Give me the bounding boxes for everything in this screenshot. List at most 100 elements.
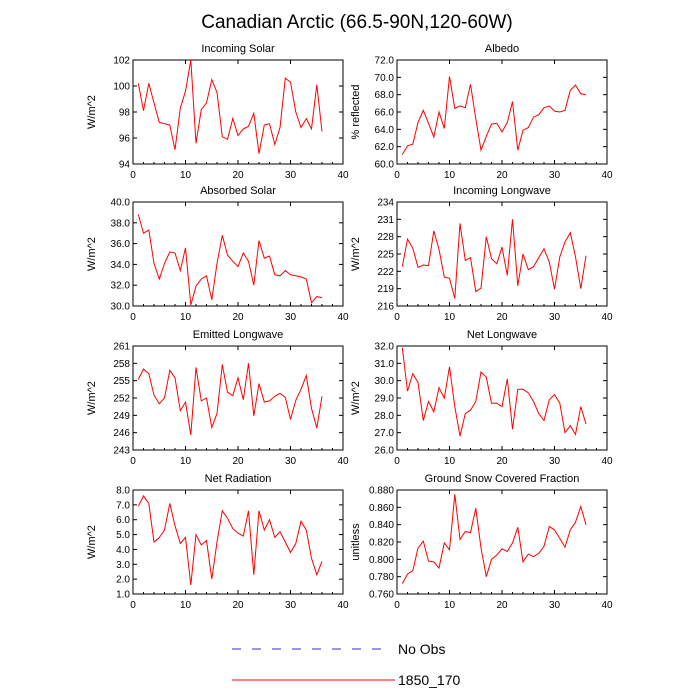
y-axis-label: W/m^2 — [86, 237, 98, 271]
y-tick-label: 216 — [377, 302, 394, 313]
y-tick-label: 60.0 — [375, 160, 395, 171]
y-tick-label: 234 — [377, 198, 394, 209]
y-axis-label: % reflected — [350, 84, 362, 139]
y-tick-label: 225 — [377, 250, 394, 261]
x-tick-label: 10 — [180, 456, 192, 467]
y-tick-label: 0.820 — [369, 538, 394, 549]
y-axis-label: W/m^2 — [86, 525, 98, 559]
plot-frame — [132, 59, 344, 165]
chart-panel: Emitted Longwave 0 10 20 30 40 243 246 249 252 255… — [86, 329, 349, 467]
y-tick-label: 36.0 — [111, 239, 131, 250]
x-tick-label: 30 — [549, 312, 561, 323]
y-tick-label: 38.0 — [111, 218, 131, 229]
x-tick-label: 0 — [130, 456, 136, 467]
y-tick-label: 0.860 — [369, 503, 394, 514]
x-tick-label: 10 — [444, 312, 456, 323]
plot-frame — [132, 489, 344, 595]
x-tick-label: 0 — [394, 312, 400, 323]
y-tick-label: 0.760 — [369, 590, 394, 601]
y-tick-label: 62.0 — [375, 142, 395, 153]
x-tick-label: 0 — [394, 456, 400, 467]
y-tick-label: 3.0 — [116, 560, 130, 571]
series-line-1850_170 — [137, 214, 323, 306]
x-tick-label: 10 — [444, 170, 456, 181]
y-tick-label: 219 — [377, 284, 394, 295]
y-tick-label: 4.0 — [116, 545, 130, 556]
x-tick-label: 20 — [232, 170, 244, 181]
panel-title: Net Longwave — [467, 329, 537, 341]
y-axis-label: W/m^2 — [350, 237, 362, 271]
y-tick-label: 102 — [113, 56, 130, 67]
y-axis-label: W/m^2 — [350, 381, 362, 415]
x-tick-label: 20 — [232, 456, 244, 467]
legend-obs-label: No Obs — [398, 641, 445, 657]
y-tick-label: 28.0 — [375, 411, 395, 422]
y-tick-label: 5.0 — [116, 530, 130, 541]
chart-panel: Ground Snow Covered Fraction 0 10 20 30 40 0.7… — [350, 473, 613, 611]
x-tick-label: 30 — [549, 170, 561, 181]
chart-panel: Incoming Solar 0 10 20 30 40 94 96 98 100 102 W/m^2 — [86, 43, 349, 181]
panel-title: Ground Snow Covered Fraction — [425, 473, 580, 485]
y-tick-label: 34.0 — [111, 260, 131, 271]
plot-frame — [132, 201, 344, 307]
y-tick-label: 8.0 — [116, 486, 130, 497]
x-tick-label: 40 — [337, 170, 349, 181]
series-line-1850_170 — [137, 59, 323, 154]
series-line-1850_170 — [401, 494, 587, 584]
x-tick-label: 10 — [180, 312, 192, 323]
x-tick-label: 20 — [232, 312, 244, 323]
y-tick-label: 26.0 — [375, 446, 395, 457]
x-tick-label: 40 — [601, 600, 613, 611]
series-line-1850_170 — [137, 363, 323, 436]
series-line-1850_170 — [401, 347, 587, 437]
chart-panel: Incoming Longwave 0 10 20 30 40 216 219 222 225 22… — [350, 185, 613, 323]
x-tick-label: 20 — [496, 170, 508, 181]
chart-panel: Albedo 0 10 20 30 40 60.0 62.0 64.0 66.0 68.0 70.0 7… — [350, 43, 613, 181]
panel-title: Incoming Longwave — [453, 185, 551, 197]
legend-model-label: 1850_170 — [398, 672, 461, 688]
y-tick-label: 246 — [113, 428, 130, 439]
x-tick-label: 30 — [285, 456, 297, 467]
chart-panel: Net Radiation 0 10 20 30 40 1.0 2.0 3.0 4.0 5.0 6.0… — [86, 473, 349, 611]
y-tick-label: 0.840 — [369, 520, 394, 531]
x-tick-label: 10 — [180, 600, 192, 611]
x-tick-label: 0 — [130, 600, 136, 611]
x-tick-label: 20 — [232, 600, 244, 611]
plot-frame — [396, 59, 608, 165]
x-tick-label: 40 — [601, 170, 613, 181]
y-tick-label: 64.0 — [375, 125, 395, 136]
series-line-1850_170 — [401, 76, 587, 155]
x-tick-label: 0 — [394, 600, 400, 611]
y-tick-label: 7.0 — [116, 500, 130, 511]
y-tick-label: 0.780 — [369, 572, 394, 583]
panel-title: Emitted Longwave — [193, 329, 284, 341]
x-tick-label: 40 — [337, 456, 349, 467]
y-tick-label: 30.0 — [375, 376, 395, 387]
y-tick-label: 255 — [113, 376, 130, 387]
x-tick-label: 20 — [496, 312, 508, 323]
y-tick-label: 32.0 — [375, 342, 395, 353]
x-tick-label: 30 — [549, 456, 561, 467]
y-tick-label: 0.800 — [369, 555, 394, 566]
x-tick-label: 30 — [285, 600, 297, 611]
x-tick-label: 40 — [601, 456, 613, 467]
y-tick-label: 30.0 — [111, 302, 131, 313]
figure-title: Canadian Arctic (66.5-90N,120-60W) — [201, 12, 513, 33]
legend: No Obs 1850_170 — [232, 641, 461, 688]
y-tick-label: 70.0 — [375, 73, 395, 84]
y-tick-label: 252 — [113, 394, 130, 405]
y-tick-label: 0.880 — [369, 486, 394, 497]
chart-panel: Absorbed Solar 0 10 20 30 40 30.0 32.0 34.0 36.0 3… — [86, 185, 349, 323]
y-tick-label: 32.0 — [111, 281, 131, 292]
panel-title: Net Radiation — [205, 473, 272, 485]
x-tick-label: 10 — [180, 170, 192, 181]
y-tick-label: 72.0 — [375, 56, 395, 67]
y-tick-label: 40.0 — [111, 198, 131, 209]
y-axis-label: W/m^2 — [86, 95, 98, 129]
x-tick-label: 40 — [337, 312, 349, 323]
y-tick-label: 2.0 — [116, 575, 130, 586]
x-tick-label: 30 — [549, 600, 561, 611]
x-tick-label: 30 — [285, 170, 297, 181]
